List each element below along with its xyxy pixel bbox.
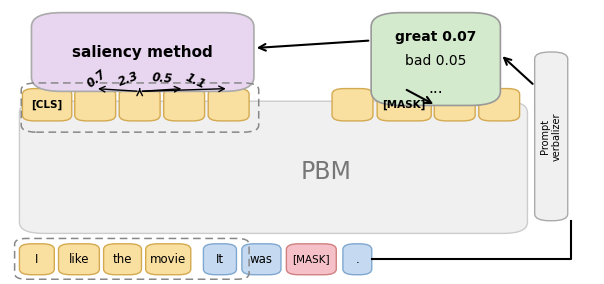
Text: the: the	[113, 253, 132, 266]
Text: .: .	[355, 253, 359, 266]
FancyBboxPatch shape	[286, 244, 336, 275]
FancyBboxPatch shape	[59, 244, 100, 275]
Text: 0.7: 0.7	[84, 67, 109, 90]
Text: [CLS]: [CLS]	[31, 100, 63, 110]
Text: [MASK]: [MASK]	[292, 254, 330, 264]
FancyBboxPatch shape	[434, 89, 475, 121]
FancyBboxPatch shape	[377, 89, 431, 121]
FancyBboxPatch shape	[204, 244, 237, 275]
Text: movie: movie	[150, 253, 187, 266]
FancyBboxPatch shape	[75, 89, 115, 121]
FancyBboxPatch shape	[208, 89, 249, 121]
Text: ...: ...	[428, 81, 443, 96]
Text: Prompt
verbalizer: Prompt verbalizer	[541, 112, 562, 161]
Text: saliency method: saliency method	[72, 45, 213, 60]
Text: like: like	[69, 253, 89, 266]
FancyBboxPatch shape	[146, 244, 191, 275]
Text: I: I	[35, 253, 39, 266]
Text: was: was	[250, 253, 273, 266]
FancyBboxPatch shape	[164, 89, 205, 121]
Text: bad 0.05: bad 0.05	[405, 54, 466, 68]
FancyBboxPatch shape	[19, 101, 527, 233]
FancyBboxPatch shape	[332, 89, 373, 121]
FancyBboxPatch shape	[19, 244, 54, 275]
Text: 1.1: 1.1	[183, 71, 207, 92]
Text: great 0.07: great 0.07	[395, 30, 477, 44]
Text: [MASK]: [MASK]	[382, 100, 426, 110]
FancyBboxPatch shape	[343, 244, 371, 275]
Text: 2.3: 2.3	[117, 69, 141, 88]
FancyBboxPatch shape	[104, 244, 141, 275]
FancyBboxPatch shape	[535, 52, 568, 221]
Text: PBM: PBM	[301, 160, 352, 183]
Text: It: It	[216, 253, 224, 266]
FancyBboxPatch shape	[119, 89, 160, 121]
FancyBboxPatch shape	[479, 89, 519, 121]
FancyBboxPatch shape	[22, 89, 72, 121]
FancyBboxPatch shape	[31, 12, 254, 91]
Text: 0.5: 0.5	[151, 71, 173, 86]
FancyBboxPatch shape	[242, 244, 281, 275]
FancyBboxPatch shape	[371, 12, 500, 105]
